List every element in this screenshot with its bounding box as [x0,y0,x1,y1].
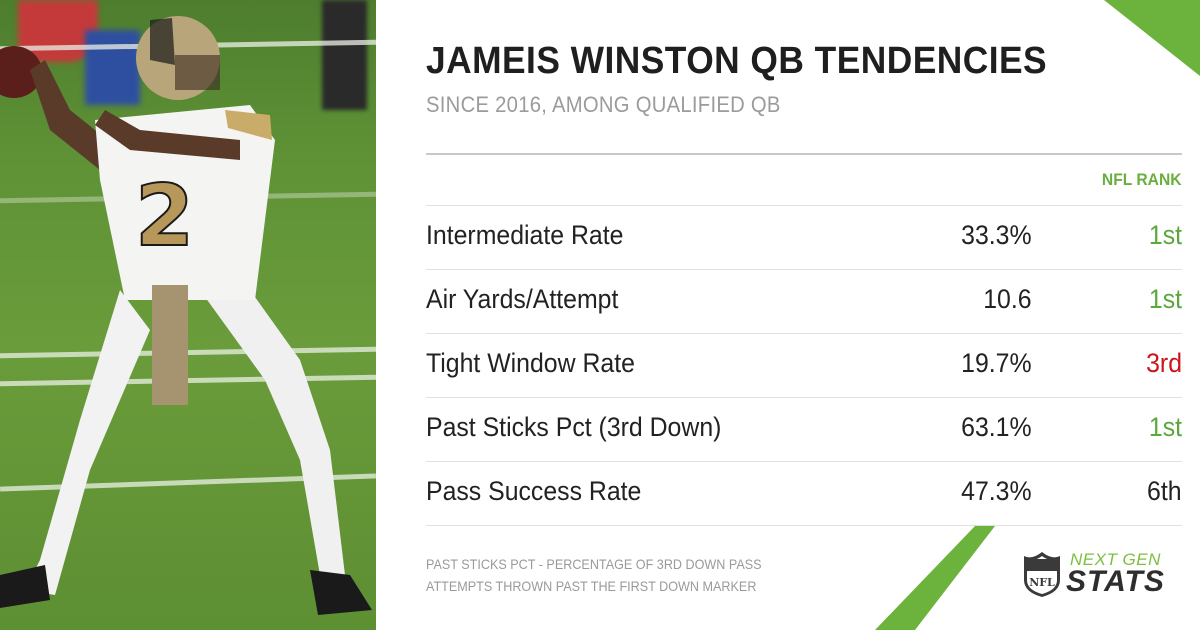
stat-value: 47.3% [961,476,1032,506]
table-row: Tight Window Rate 19.7% 3rd [426,333,1182,397]
stat-label: Air Yards/Attempt [426,284,619,314]
table-row: Past Sticks Pct (3rd Down) 63.1% 1st [426,397,1182,461]
stat-value: 10.6 [983,284,1032,314]
nfl-shield-icon: NFL [1024,552,1060,597]
table-row: Air Yards/Attempt 10.6 1st [426,269,1182,333]
divider [426,397,1182,398]
divider [426,153,1182,155]
divider [426,333,1182,334]
stat-rank: 1st [1148,220,1182,250]
stat-value: 33.3% [961,220,1032,250]
divider [426,461,1182,462]
stat-value: 19.7% [961,348,1032,378]
footnote: PAST STICKS PCT - PERCENTAGE OF 3RD DOWN… [426,553,762,597]
stat-label: Pass Success Rate [426,476,642,506]
stat-label: Tight Window Rate [426,348,635,378]
rank-column-header: NFL RANK [1102,170,1182,189]
stat-rank: 3rd [1146,348,1182,378]
green-corner-accent [1104,0,1200,76]
background-figure [322,0,367,110]
footnote-line: PAST STICKS PCT - PERCENTAGE OF 3RD DOWN… [426,556,762,572]
stat-rank: 1st [1148,284,1182,314]
stat-rank: 6th [1147,476,1182,506]
table-row: Intermediate Rate 33.3% 1st [426,205,1182,269]
stat-label: Past Sticks Pct (3rd Down) [426,412,722,442]
logo-text-stats: STATS [1066,565,1165,598]
logo-text-next-gen: NEXT GEN [1070,550,1161,569]
next-gen-stats-logo: NFL NEXT GEN STATS [1020,548,1185,598]
stat-label: Intermediate Rate [426,220,624,250]
footnote-line: ATTEMPTS THROWN PAST THE FIRST DOWN MARK… [426,578,757,594]
svg-text:2: 2 [135,167,194,266]
stat-rank: 1st [1148,412,1182,442]
quarterback-figure: 2 [0,16,372,615]
divider [426,525,1182,526]
divider [426,205,1182,206]
divider [426,269,1182,270]
stat-value: 63.1% [961,412,1032,442]
table-row: Pass Success Rate 47.3% 6th [426,461,1182,525]
page-subtitle: SINCE 2016, AMONG QUALIFIED QB [426,92,781,117]
background-figure [85,30,140,105]
player-photo: 2 [0,0,376,630]
svg-text:NFL: NFL [1029,576,1055,589]
page-title: JAMEIS WINSTON QB TENDENCIES [426,40,1048,82]
